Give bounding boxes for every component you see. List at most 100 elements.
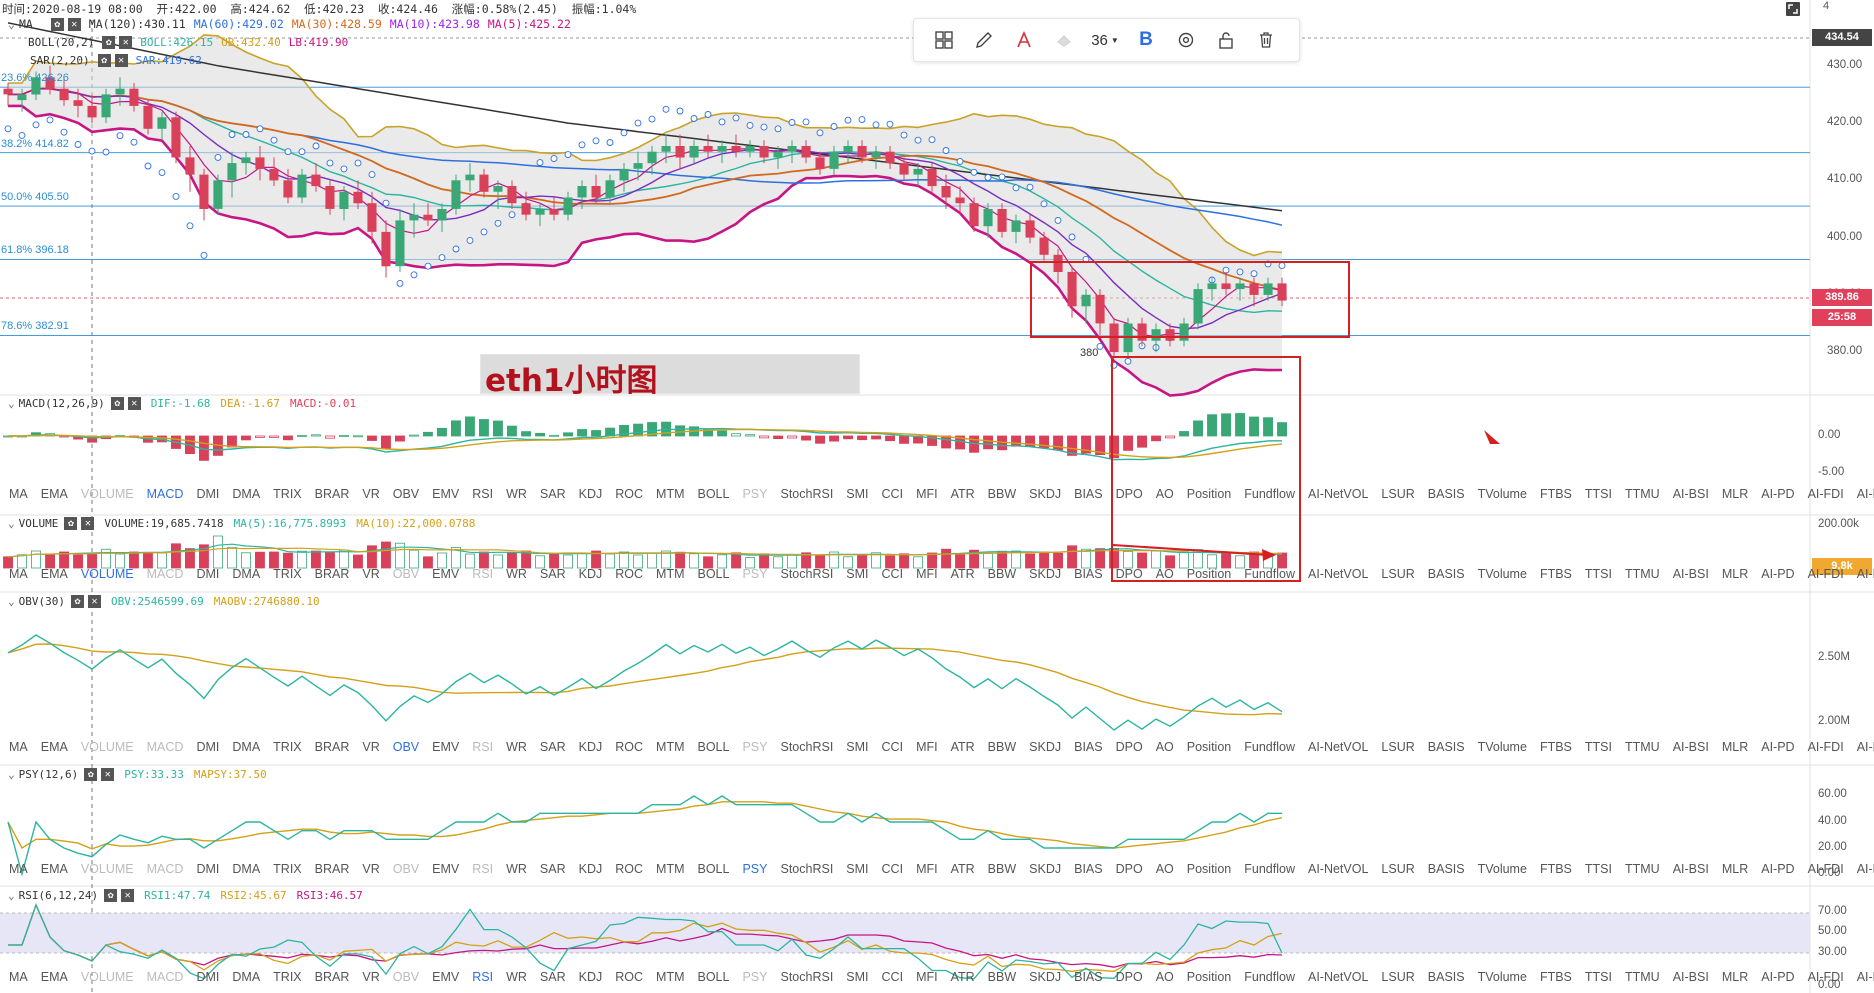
candle-body[interactable] (843, 146, 853, 152)
candle-body[interactable] (283, 180, 293, 198)
indicator-tab[interactable]: AI-LI (1856, 862, 1874, 876)
candle-body[interactable] (451, 180, 461, 209)
indicator-tab[interactable]: ATR (950, 740, 975, 754)
close-icon[interactable]: ✕ (67, 17, 81, 31)
candle-body[interactable] (213, 180, 223, 209)
indicator-tab[interactable]: Fundflow (1244, 487, 1295, 501)
indicator-tab[interactable]: TTMU (1624, 567, 1660, 581)
indicator-tab[interactable]: WR (506, 487, 527, 501)
indicator-tab[interactable]: DPO (1115, 487, 1143, 501)
indicator-tab[interactable]: AI-BSI (1672, 862, 1709, 876)
indicator-tab[interactable]: DMI (196, 567, 220, 581)
candle-body[interactable] (675, 146, 685, 158)
indicator-tab[interactable]: EMV (432, 487, 460, 501)
indicator-tab[interactable]: StochRSI (780, 970, 834, 984)
candle-body[interactable] (955, 197, 965, 204)
indicator-tab[interactable]: MFI (916, 567, 938, 581)
candle-body[interactable] (913, 168, 923, 175)
indicator-tab[interactable]: BIAS (1074, 567, 1103, 581)
indicator-tab[interactable]: BBW (987, 862, 1017, 876)
candle-body[interactable] (269, 168, 279, 181)
indicator-tab[interactable]: VR (362, 862, 380, 876)
indicator-tab[interactable]: VOLUME (80, 567, 134, 581)
candle-body[interactable] (745, 146, 755, 152)
candle-body[interactable] (661, 146, 671, 152)
indicator-tab[interactable]: MACD (146, 487, 184, 501)
indicator-tab[interactable]: DPO (1115, 862, 1143, 876)
text-color-icon[interactable] (1004, 20, 1044, 60)
indicator-tab[interactable]: MTM (656, 487, 685, 501)
candle-body[interactable] (101, 94, 111, 118)
candle-body[interactable] (773, 151, 783, 158)
settings-icon[interactable]: ✿ (104, 889, 118, 902)
indicator-tab[interactable]: MA (9, 567, 28, 581)
collapse-icon[interactable]: ⌄ (8, 517, 15, 530)
indicator-tab[interactable]: VOLUME (80, 970, 134, 984)
indicator-tab[interactable]: BASIS (1427, 740, 1465, 754)
indicator-tab[interactable]: AI-NetVOL (1307, 862, 1369, 876)
indicator-tab[interactable]: FTBS (1539, 740, 1572, 754)
indicator-tab[interactable]: PSY (742, 740, 768, 754)
indicator-tab[interactable]: ROC (615, 487, 644, 501)
indicator-tab[interactable]: BRAR (314, 740, 350, 754)
settings-icon[interactable]: ✿ (50, 17, 64, 31)
indicator-tab[interactable]: TTSI (1584, 862, 1612, 876)
candle-body[interactable] (255, 157, 265, 169)
indicator-tab[interactable]: CCI (881, 567, 904, 581)
candle-body[interactable] (577, 186, 587, 198)
indicator-tab[interactable]: AI-FDI (1807, 970, 1844, 984)
indicator-tab[interactable]: TRIX (273, 487, 302, 501)
fill-icon[interactable] (1044, 20, 1084, 60)
indicator-tab[interactable]: Position (1186, 487, 1232, 501)
collapse-icon[interactable]: ⌄ (8, 889, 15, 902)
indicator-tab[interactable]: EMA (40, 487, 68, 501)
indicator-tab[interactable]: SAR (539, 970, 566, 984)
indicator-tab[interactable]: BASIS (1427, 862, 1465, 876)
collapse-icon[interactable]: ⌄ (8, 768, 15, 781)
indicator-tab[interactable]: TVolume (1477, 740, 1527, 754)
indicator-tab[interactable]: PSY (742, 567, 768, 581)
indicator-tab[interactable]: SMI (846, 862, 869, 876)
indicator-tab[interactable]: SAR (539, 740, 566, 754)
indicator-tab[interactable]: MLR (1721, 567, 1749, 581)
indicator-tab[interactable]: TRIX (273, 970, 302, 984)
settings-icon[interactable]: ✿ (70, 595, 84, 608)
highlight-box-price[interactable] (1030, 261, 1350, 338)
indicator-tab[interactable]: DMA (232, 487, 261, 501)
candle-body[interactable] (969, 203, 979, 227)
candle-body[interactable] (311, 174, 321, 187)
indicator-tab[interactable]: CCI (881, 487, 904, 501)
indicator-tab[interactable]: BBW (987, 970, 1017, 984)
indicator-tab[interactable]: StochRSI (780, 740, 834, 754)
layout-icon[interactable] (924, 20, 964, 60)
candle-body[interactable] (17, 94, 27, 101)
indicator-tab[interactable]: AO (1155, 567, 1174, 581)
indicator-tab[interactable]: SAR (539, 567, 566, 581)
indicator-tab[interactable]: MLR (1721, 862, 1749, 876)
indicator-tab[interactable]: StochRSI (780, 567, 834, 581)
settings-icon[interactable]: ✿ (64, 517, 78, 530)
candle-body[interactable] (759, 146, 769, 158)
indicator-tab[interactable]: BOLL (697, 970, 730, 984)
pencil-icon[interactable] (964, 20, 1004, 60)
indicator-tab[interactable]: MLR (1721, 970, 1749, 984)
indicator-tab[interactable]: KDJ (578, 567, 603, 581)
close-icon[interactable]: ✕ (114, 54, 128, 67)
indicator-tab[interactable]: MTM (656, 862, 685, 876)
indicator-tab[interactable]: PSY (742, 970, 768, 984)
indicator-tab[interactable]: LSUR (1381, 740, 1415, 754)
indicator-tab[interactable]: TTSI (1584, 487, 1612, 501)
bold-button[interactable]: B (1139, 29, 1153, 50)
indicator-tab[interactable]: ATR (950, 487, 975, 501)
indicator-tab[interactable]: MACD (146, 567, 184, 581)
candle-body[interactable] (689, 146, 699, 158)
candle-body[interactable] (73, 100, 83, 106)
indicator-tab[interactable]: TRIX (273, 740, 302, 754)
indicator-tab[interactable]: LSUR (1381, 970, 1415, 984)
candle-body[interactable] (997, 209, 1007, 232)
indicator-tab[interactable]: MA (9, 862, 28, 876)
indicator-tab[interactable]: AI-LI (1856, 740, 1874, 754)
indicator-tab[interactable]: LSUR (1381, 487, 1415, 501)
indicator-tab[interactable]: RSI (472, 970, 494, 984)
candle-body[interactable] (507, 186, 517, 204)
